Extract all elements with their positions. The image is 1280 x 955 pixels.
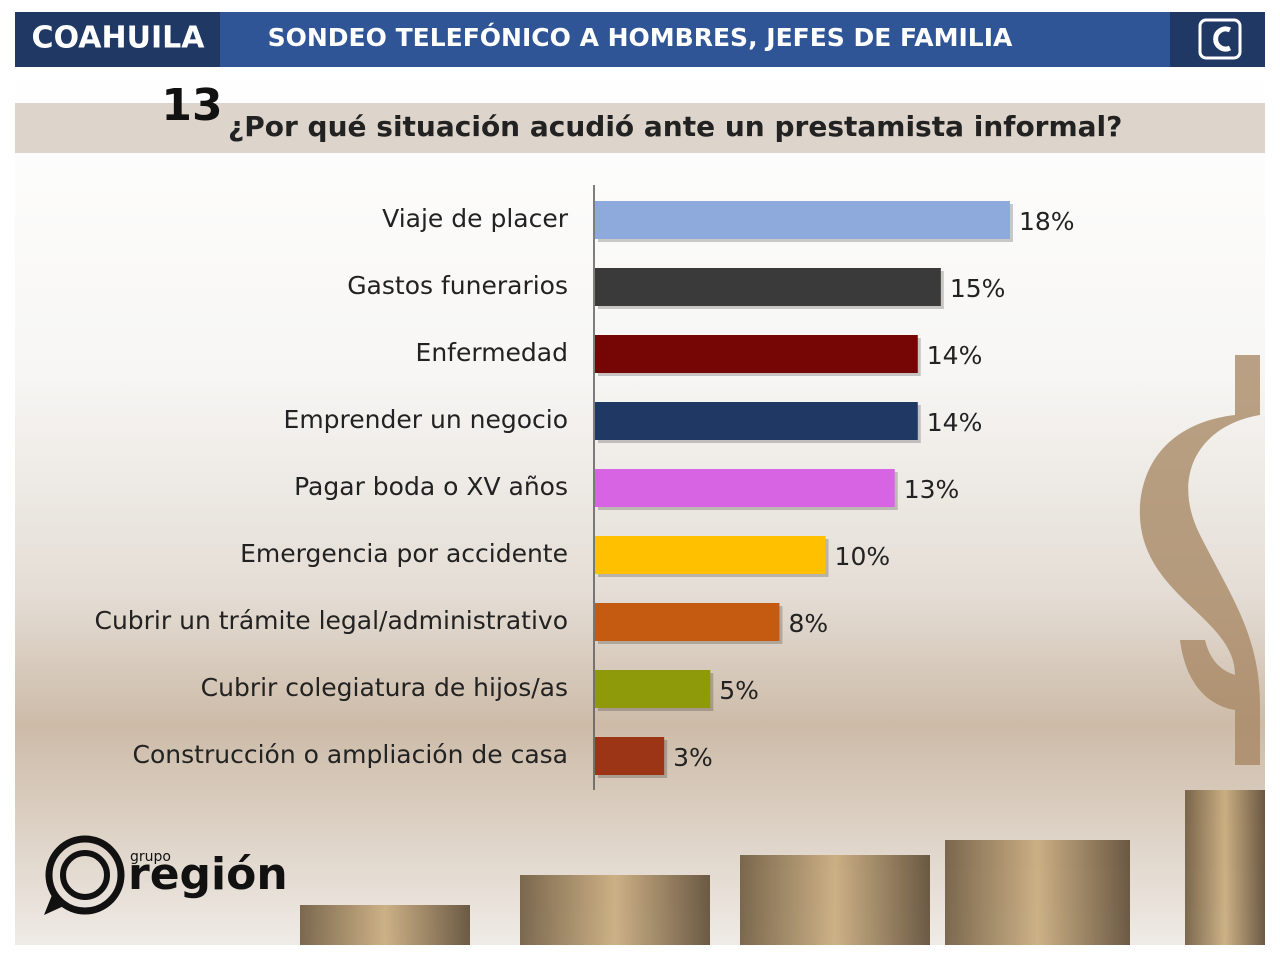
decoration (300, 355, 1265, 945)
category-label: Enfermedad (416, 338, 568, 367)
question-number: 13 (161, 80, 222, 131)
category-label: Emergencia por accidente (240, 539, 568, 568)
bar (595, 469, 895, 507)
category-label: Pagar boda o XV años (294, 472, 568, 501)
logo-name: región (128, 849, 288, 900)
bar (595, 201, 1010, 239)
logo-prefix: grupo (130, 849, 171, 865)
value-label: 5% (719, 676, 759, 705)
bar (595, 402, 918, 440)
value-label: 14% (927, 341, 983, 370)
bar (595, 737, 665, 775)
bar (595, 670, 711, 708)
category-label: Gastos funerarios (347, 271, 568, 300)
value-label: 3% (673, 743, 713, 772)
category-label: Cubrir un trámite legal/administrativo (94, 606, 568, 635)
category-label: Emprender un negocio (284, 405, 568, 434)
bar (595, 536, 826, 574)
brand-icon (1198, 18, 1242, 60)
question-band (15, 103, 1265, 153)
category-label: Construcción o ampliación de casa (133, 740, 568, 769)
value-label: 8% (788, 609, 828, 638)
region-box (15, 12, 220, 67)
category-label: Cubrir colegiatura de hijos/as (201, 673, 568, 702)
value-label: 15% (950, 274, 1006, 303)
bar (595, 335, 918, 373)
logo: grupo región (44, 835, 288, 915)
value-label: 14% (927, 408, 983, 437)
bars: Viaje de placer 18% Gastos funerarios 15% En… (94, 201, 1075, 778)
chart-title: ¿Por qué situación acudió ante un presta… (228, 110, 1122, 143)
value-label: 10% (835, 542, 891, 571)
value-label: 18% (1019, 207, 1075, 236)
value-label: 13% (904, 475, 960, 504)
category-label: Viaje de placer (382, 204, 569, 233)
region-label: COAHUILA (32, 21, 206, 56)
bar (595, 603, 780, 641)
header-title: SONDEO TELEFÓNICO A HOMBRES, JEFES DE FA… (268, 22, 1013, 52)
bar (595, 268, 941, 306)
header-bar (15, 12, 1265, 67)
